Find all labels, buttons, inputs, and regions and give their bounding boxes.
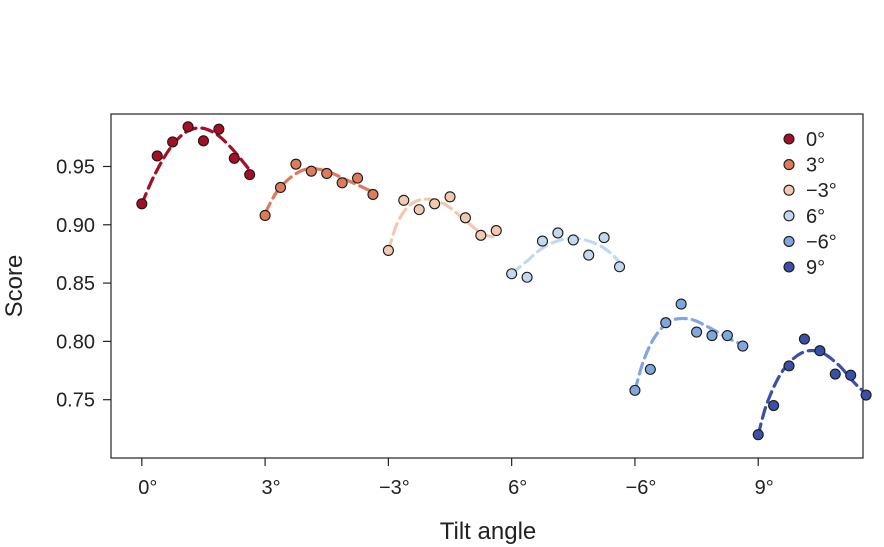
data-point <box>413 204 425 216</box>
y-axis: 0.75 0.80 0.85 0.90 0.95 <box>56 156 111 412</box>
data-point <box>644 363 656 375</box>
data-point <box>167 136 179 148</box>
legend: 0° 3° −3° 6° −6° 9° <box>783 129 837 279</box>
legend-marker <box>783 210 795 222</box>
fit-curve <box>140 126 252 206</box>
data-point <box>429 198 441 210</box>
data-point <box>444 191 456 203</box>
legend-label: −6° <box>806 231 837 253</box>
data-point <box>737 340 749 352</box>
data-point <box>660 317 672 329</box>
data-point <box>321 167 333 180</box>
data-point <box>567 234 579 246</box>
data-point <box>752 429 764 441</box>
data-point <box>814 345 826 357</box>
data-point <box>475 229 487 241</box>
y-tick-label: 0.75 <box>56 390 95 412</box>
x-tick-label: −3° <box>379 477 410 499</box>
fit-curve <box>756 348 868 437</box>
data-point <box>228 152 240 164</box>
data-point <box>845 369 857 381</box>
data-point <box>459 212 471 224</box>
data-point <box>598 232 610 244</box>
data-point <box>783 360 795 372</box>
data-point <box>382 244 394 256</box>
y-tick-label: 0.95 <box>56 156 95 178</box>
data-point <box>860 389 872 401</box>
data-points <box>136 121 872 441</box>
data-point <box>182 121 194 133</box>
legend-marker <box>783 133 795 145</box>
fit-curve <box>386 197 498 252</box>
data-point <box>691 326 703 338</box>
legend-label: −3° <box>806 180 837 202</box>
data-point <box>305 165 317 177</box>
data-point <box>136 198 148 210</box>
y-tick-label: 0.80 <box>56 331 95 353</box>
fit-curve <box>633 316 745 392</box>
x-tick-label: 3° <box>262 477 281 499</box>
x-tick-label: −6° <box>626 477 657 499</box>
data-point <box>197 135 210 147</box>
y-tick-label: 0.90 <box>56 215 95 237</box>
data-point <box>613 261 626 273</box>
data-point <box>798 333 810 345</box>
data-point <box>768 399 780 412</box>
data-point <box>398 194 410 206</box>
plot-frame <box>110 113 864 459</box>
data-point <box>583 249 595 261</box>
data-point <box>829 368 841 380</box>
x-tick-label: 0° <box>138 477 157 499</box>
legend-marker <box>783 235 795 247</box>
data-point <box>352 172 364 184</box>
y-tick-label: 0.85 <box>56 273 95 295</box>
legend-label: 9° <box>806 257 825 279</box>
data-point <box>721 330 733 342</box>
data-point <box>367 188 379 201</box>
legend-marker <box>783 184 795 196</box>
data-point <box>706 330 718 342</box>
legend-label: 6° <box>806 206 825 228</box>
data-point <box>675 298 687 310</box>
data-point <box>629 384 641 396</box>
fit-curve <box>510 236 622 276</box>
x-tick-label: 6° <box>508 477 527 499</box>
legend-label: 0° <box>806 129 825 151</box>
x-axis: 0° 3° −3° 6° −6° 9° <box>138 458 774 499</box>
legend-label: 3° <box>806 155 825 177</box>
data-point <box>259 209 271 222</box>
legend-marker <box>783 159 795 171</box>
data-point <box>244 169 256 181</box>
data-point <box>552 227 564 239</box>
data-point <box>213 123 225 135</box>
data-point <box>274 181 287 194</box>
x-tick-label: 9° <box>755 477 774 499</box>
data-point <box>151 150 163 162</box>
y-axis-title: Score <box>1 255 28 318</box>
data-point <box>536 235 549 247</box>
data-point <box>290 158 302 170</box>
data-point <box>506 268 518 280</box>
data-point <box>336 177 348 189</box>
x-axis-title: Tilt angle <box>440 518 537 545</box>
legend-marker <box>783 261 795 273</box>
data-point <box>521 271 533 283</box>
data-point <box>490 225 502 237</box>
